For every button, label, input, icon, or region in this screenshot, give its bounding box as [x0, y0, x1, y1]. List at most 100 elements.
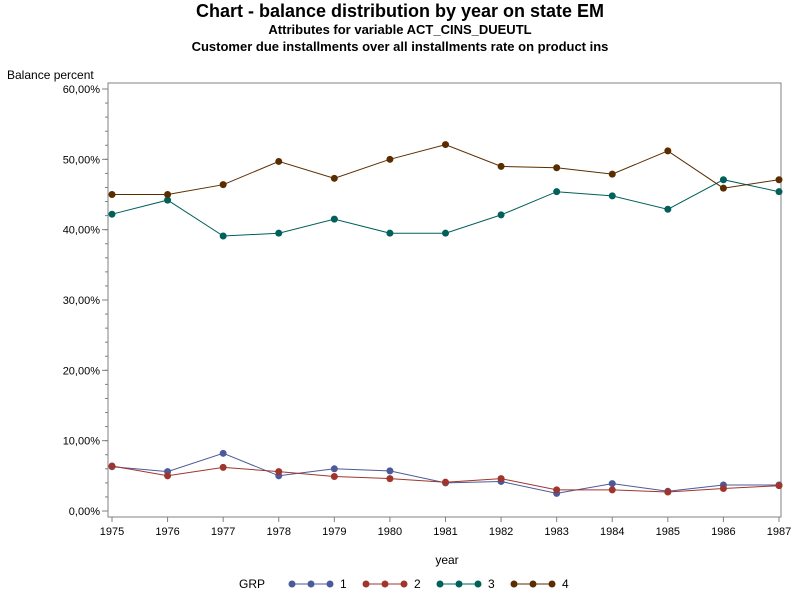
data-point [608, 170, 616, 178]
data-point [219, 181, 227, 189]
data-point [719, 176, 727, 184]
data-point [775, 188, 783, 196]
chart-subtitle-2: Customer due installments over all insta… [191, 39, 609, 54]
y-axis-label: Balance percent [7, 68, 94, 82]
data-point [664, 488, 672, 496]
legend-marker [474, 580, 482, 588]
legend-marker [362, 580, 370, 588]
legend-marker [548, 580, 556, 588]
legend-marker [307, 580, 315, 588]
data-point [164, 472, 172, 480]
data-point [553, 188, 561, 196]
legend-marker [288, 580, 296, 588]
series-2 [108, 462, 783, 496]
x-tick-label: 1987 [767, 526, 791, 538]
data-point [330, 215, 338, 223]
legend-marker [529, 580, 537, 588]
data-point [553, 486, 561, 494]
data-point [553, 164, 561, 172]
data-point [442, 478, 449, 486]
x-tick-label: 1985 [656, 526, 680, 538]
data-point [608, 192, 616, 200]
series-3 [108, 176, 783, 240]
data-point [219, 463, 227, 471]
data-point [164, 196, 172, 204]
data-point [497, 475, 505, 483]
chart-subtitle-1: Attributes for variable ACT_CINS_DUEUTL [268, 22, 532, 37]
series-line [111, 452, 779, 494]
data-point [386, 229, 394, 237]
data-point [664, 147, 672, 155]
data-point [219, 232, 227, 240]
legend-item-3: 3 [436, 577, 495, 591]
data-point [442, 141, 449, 149]
legend: GRP 1 2 3 4 [239, 577, 569, 591]
y-tick-label: 30,00% [63, 295, 101, 307]
legend-marker [436, 580, 444, 588]
legend-marker [381, 580, 389, 588]
axes: 0,00% 10,00% 20,00% 30,00% 40,00% 50,00% 60,00… [63, 84, 792, 538]
data-point [108, 210, 116, 218]
legend-title: GRP [239, 577, 265, 591]
x-tick-label: 1984 [600, 526, 624, 538]
legend-item-2: 2 [362, 577, 421, 591]
data-point [275, 157, 283, 165]
x-tick-label: 1981 [433, 526, 457, 538]
y-tick-label: 20,00% [63, 365, 101, 377]
data-point [497, 211, 505, 219]
y-tick-label: 0,00% [69, 506, 100, 518]
series-1 [108, 449, 783, 497]
x-tick-label: 1977 [211, 526, 235, 538]
data-point [386, 475, 394, 483]
data-point [775, 176, 783, 184]
data-point [330, 174, 338, 182]
data-point [330, 465, 338, 473]
legend-label: 4 [562, 577, 569, 591]
x-tick-label: 1982 [489, 526, 513, 538]
legend-label: 1 [340, 577, 347, 591]
series-4 [108, 141, 783, 198]
data-point [386, 155, 394, 163]
data-point [497, 162, 505, 170]
legend-item-1: 1 [288, 577, 347, 591]
x-tick-label: 1980 [378, 526, 402, 538]
data-point [275, 229, 283, 237]
legend-marker [400, 580, 408, 588]
legend-label: 3 [488, 577, 495, 591]
legend-marker [455, 580, 463, 588]
x-tick-label: 1978 [267, 526, 291, 538]
x-tick-label: 1979 [322, 526, 346, 538]
series-line [111, 179, 780, 237]
x-tick-label: 1986 [711, 526, 735, 538]
data-point [775, 482, 783, 490]
legend-item-4: 4 [510, 577, 569, 591]
series-line [112, 144, 780, 195]
data-point [664, 205, 672, 213]
data-point [719, 484, 727, 492]
data-point [275, 468, 283, 476]
data-point [442, 229, 449, 237]
legend-marker [510, 580, 518, 588]
data-point [386, 467, 394, 475]
data-point [108, 191, 116, 198]
x-tick-label: 1975 [100, 526, 124, 538]
data-point [608, 480, 616, 488]
y-tick-label: 10,00% [63, 436, 101, 448]
x-tick-label: 1976 [155, 526, 179, 538]
data-point [330, 473, 338, 481]
chart-title: Chart - balance distribution by year on … [195, 1, 605, 21]
x-tick-label: 1983 [544, 526, 568, 538]
data-point [719, 184, 727, 192]
x-axis-label: year [435, 553, 458, 567]
y-tick-label: 50,00% [63, 154, 101, 166]
series-layer [108, 141, 783, 497]
data-point [608, 486, 616, 494]
data-point [164, 191, 172, 198]
chart-titles: Chart - balance distribution by year on … [0, 0, 800, 55]
legend-marker [326, 580, 334, 588]
y-tick-label: 60,00% [63, 84, 101, 96]
plot-frame [107, 82, 782, 518]
data-point [219, 449, 227, 457]
y-tick-label: 40,00% [63, 225, 101, 237]
